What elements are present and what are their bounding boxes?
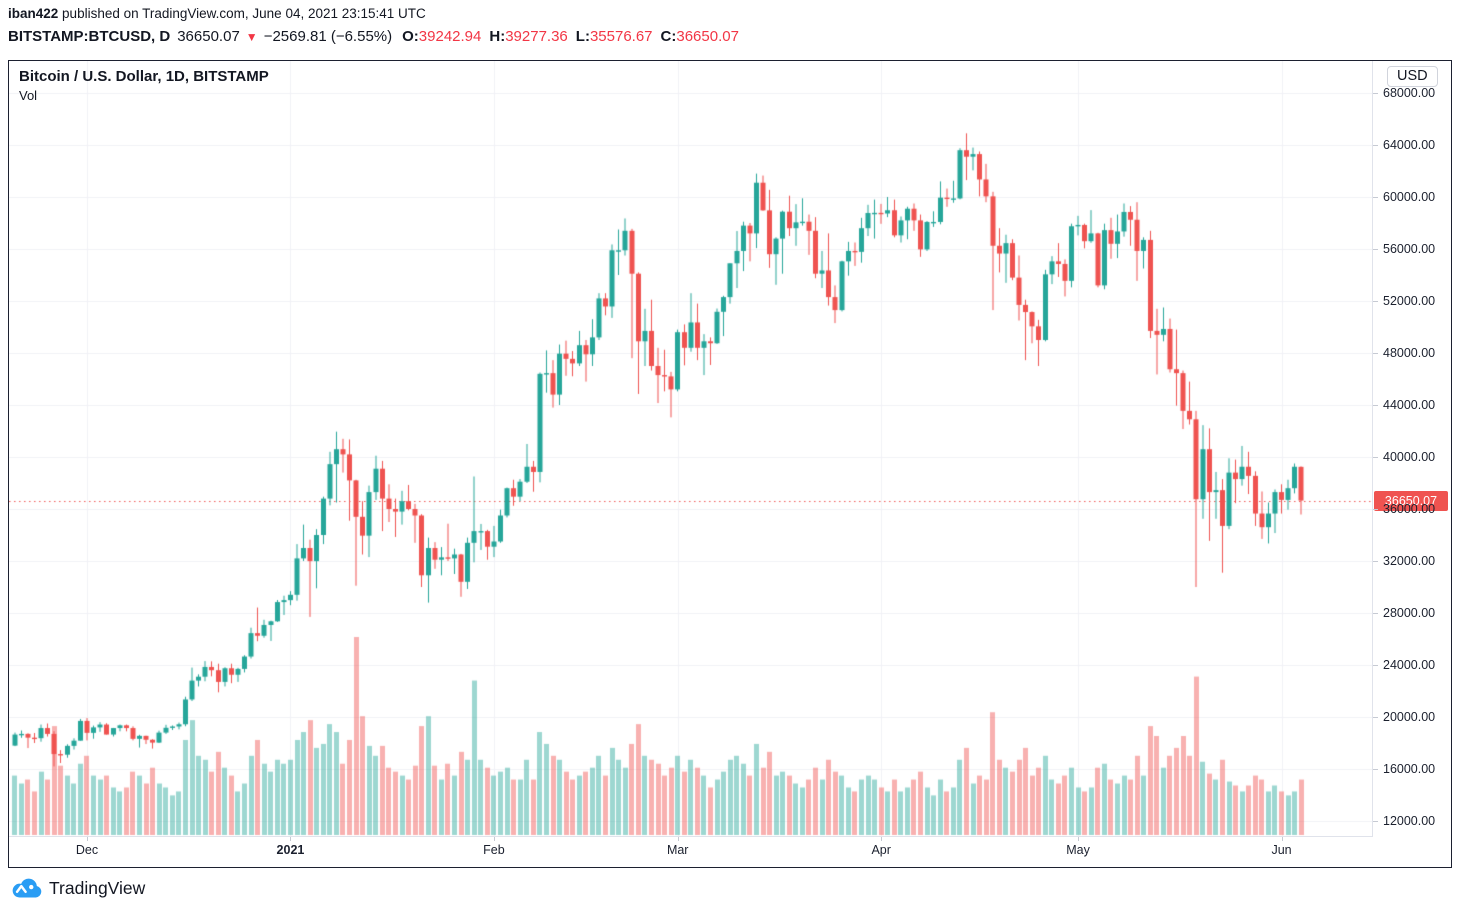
price-axis-tick <box>1373 405 1378 406</box>
time-axis[interactable]: Dec 2021 Feb Mar Apr May Jun <box>9 837 1373 865</box>
time-axis-label: Jun <box>1271 843 1292 857</box>
time-axis-tick <box>494 837 495 841</box>
price-axis-label: 60000.00 <box>1383 189 1436 204</box>
low-value: 35576.67 <box>589 28 653 45</box>
time-axis-label: Apr <box>871 843 891 857</box>
time-axis-label: May <box>1066 843 1090 857</box>
time-axis-tick <box>290 837 291 841</box>
price-axis-tick <box>1373 821 1378 822</box>
price-axis-label: 12000.00 <box>1383 813 1436 828</box>
price-axis-tick <box>1373 249 1378 250</box>
time-axis-label: 2021 <box>276 843 305 857</box>
close-label: C: <box>660 28 677 45</box>
open-label: O: <box>402 28 419 45</box>
price-axis-tick <box>1373 717 1378 718</box>
candlestick-chart-canvas[interactable] <box>9 61 1372 836</box>
price-axis-tick <box>1373 509 1378 510</box>
publish-info-text: published on TradingView.com, June 04, 2… <box>62 6 426 21</box>
legend-volume-indicator[interactable]: Vol <box>19 88 38 103</box>
price-axis-label: 68000.00 <box>1383 85 1436 100</box>
price-axis-tick <box>1373 301 1378 302</box>
chart-legend: Bitcoin / U.S. Dollar, 1D, BITSTAMP Vol <box>19 67 269 106</box>
open-value: 39242.94 <box>418 28 482 45</box>
low-label: L: <box>575 28 590 45</box>
currency-button[interactable]: USD <box>1387 66 1438 87</box>
time-axis-tick <box>881 837 882 841</box>
price-axis-tick <box>1373 197 1378 198</box>
price-axis-label: 28000.00 <box>1383 605 1436 620</box>
time-axis-label: Dec <box>75 843 99 857</box>
time-axis-label: Feb <box>483 843 505 857</box>
last-price: 36650.07 <box>177 28 240 45</box>
price-down-triangle-icon: ▼ <box>245 30 258 44</box>
high-value: 39277.36 <box>505 28 568 45</box>
tradingview-cloud-icon <box>12 878 42 898</box>
symbol-name: BITSTAMP:BTCUSD, D <box>8 28 171 45</box>
price-axis-tick <box>1373 145 1378 146</box>
price-axis-label: 56000.00 <box>1383 241 1436 256</box>
price-axis-tick <box>1373 457 1378 458</box>
publisher-username: iban422 <box>8 6 59 21</box>
price-axis[interactable]: USD 36650.07 68000.00 64000.00 60000.00 560… <box>1373 61 1450 836</box>
price-axis-label: 20000.00 <box>1383 709 1436 724</box>
time-axis-label: Mar <box>666 843 689 857</box>
price-axis-label: 44000.00 <box>1383 397 1436 412</box>
high-label: H: <box>489 28 506 45</box>
tradingview-logo-text: TradingView <box>49 878 146 898</box>
price-axis-tick <box>1373 353 1378 354</box>
price-axis-tick <box>1373 769 1378 770</box>
time-axis-tick <box>1282 837 1283 841</box>
price-axis-tick <box>1373 93 1378 94</box>
symbol-status-line: BITSTAMP:BTCUSD, D 36650.07 ▼ −2569.81 (−6.… <box>8 28 747 45</box>
price-axis-label: 64000.00 <box>1383 137 1436 152</box>
legend-symbol-title[interactable]: Bitcoin / U.S. Dollar, 1D, BITSTAMP <box>19 68 269 85</box>
chart-plot-area[interactable]: Bitcoin / U.S. Dollar, 1D, BITSTAMP Vol <box>9 61 1373 837</box>
price-axis-tick <box>1373 613 1378 614</box>
price-axis-label: 48000.00 <box>1383 345 1436 360</box>
publish-byline: iban422 published on TradingView.com, Ju… <box>8 6 426 21</box>
last-price-badge: 36650.07 <box>1374 490 1448 511</box>
time-axis-tick <box>1078 837 1079 841</box>
price-axis-label: 52000.00 <box>1383 293 1436 308</box>
price-axis-tick <box>1373 665 1378 666</box>
price-axis-label: 40000.00 <box>1383 449 1436 464</box>
time-axis-tick <box>678 837 679 841</box>
price-axis-label: 16000.00 <box>1383 761 1436 776</box>
close-value: 36650.07 <box>676 28 739 45</box>
time-axis-tick <box>87 837 88 841</box>
price-axis-label: 32000.00 <box>1383 553 1436 568</box>
price-change: −2569.81 (−6.55%) <box>263 28 393 45</box>
chart-frame: Bitcoin / U.S. Dollar, 1D, BITSTAMP Vol … <box>8 60 1452 868</box>
price-axis-label: 36000.00 <box>1383 501 1436 516</box>
price-axis-label: 24000.00 <box>1383 657 1436 672</box>
tradingview-logo[interactable]: TradingView <box>10 877 145 900</box>
price-axis-tick <box>1373 561 1378 562</box>
